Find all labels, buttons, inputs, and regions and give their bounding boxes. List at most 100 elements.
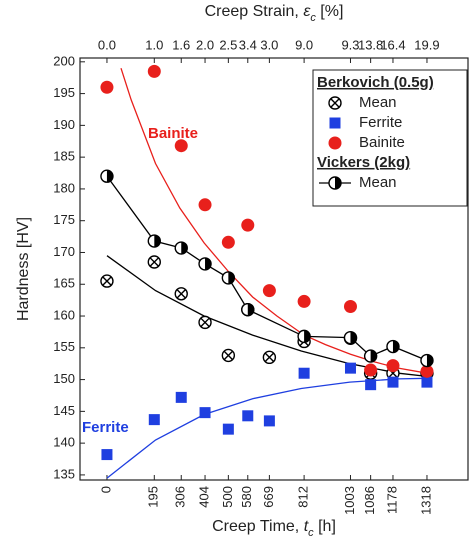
marker-square xyxy=(421,376,433,388)
marker-shape xyxy=(365,379,377,391)
marker-square xyxy=(101,449,113,461)
marker-square xyxy=(344,362,356,374)
marker-half-circle xyxy=(297,329,311,344)
annotation: Bainite xyxy=(148,125,198,142)
marker-half-circle xyxy=(386,339,400,354)
y-tick-label: 165 xyxy=(53,276,75,291)
marker-crossed-circle xyxy=(100,274,114,288)
marker-half xyxy=(304,330,311,343)
y-tick-label: 185 xyxy=(53,149,75,164)
x-tick-label: 0 xyxy=(98,486,113,493)
annotation: Ferrite xyxy=(82,419,129,436)
marker-circle xyxy=(174,139,188,153)
legend-label: Mean xyxy=(359,174,397,191)
marker-crossed-circle xyxy=(221,348,236,363)
x2-tick-label: 19.9 xyxy=(414,37,439,52)
marker-shape xyxy=(242,410,254,422)
marker-cross xyxy=(330,98,340,108)
legend-label: Mean xyxy=(359,94,397,111)
marker-circle xyxy=(297,294,311,308)
marker-crossed-circle xyxy=(147,255,161,269)
marker-half-circle xyxy=(420,353,434,368)
marker-crossed-circle xyxy=(174,287,188,301)
y-tick-label: 135 xyxy=(53,466,75,481)
marker-circle xyxy=(386,359,400,373)
legend-title: Berkovich (0.5g) xyxy=(317,74,434,91)
x2-tick-label: 3.4 xyxy=(239,37,257,52)
x2-axis-label-part: c xyxy=(310,12,316,24)
marker-shape xyxy=(364,363,378,377)
marker-half-circle xyxy=(221,271,236,285)
x-tick-label: 306 xyxy=(173,486,188,508)
marker-half-circle xyxy=(198,257,212,271)
y-tick-label: 140 xyxy=(53,435,75,450)
marker-shape xyxy=(386,359,400,373)
x2-tick-label: 3.0 xyxy=(260,37,278,52)
marker-shape xyxy=(101,449,113,461)
marker-half-circle xyxy=(147,234,161,248)
marker-half xyxy=(106,170,113,183)
marker-shape xyxy=(328,136,342,150)
marker-half-circle xyxy=(363,349,378,363)
marker-shape xyxy=(241,218,255,232)
marker-half-circle xyxy=(100,169,114,183)
x2-tick-label: 2.5 xyxy=(219,37,237,52)
marker-shape xyxy=(199,407,211,419)
marker-half xyxy=(426,354,433,367)
marker-crossed-circle xyxy=(328,96,342,110)
marker-square xyxy=(222,423,234,435)
marker-half-circle xyxy=(343,330,358,345)
x-tick-label: 1086 xyxy=(362,486,377,515)
marker-circle xyxy=(198,198,212,212)
marker-cross xyxy=(149,257,159,267)
marker-shape xyxy=(344,362,356,374)
marker-shape xyxy=(297,294,311,308)
x2-axis-label-part: [%] xyxy=(316,3,344,20)
x2-axis-label-part: Creep Strain, xyxy=(205,3,304,20)
marker-shape xyxy=(343,299,357,313)
marker-circle xyxy=(241,218,255,232)
marker-shape xyxy=(148,414,160,426)
marker-square xyxy=(242,410,254,422)
marker-half xyxy=(205,257,212,270)
marker-cross xyxy=(264,352,275,363)
x-tick-label: 1003 xyxy=(342,486,357,515)
marker-circle xyxy=(100,80,114,94)
y-tick-label: 180 xyxy=(53,180,75,195)
marker-square xyxy=(298,367,310,379)
x-tick-label: 404 xyxy=(196,486,211,508)
x-axis-label-part: t xyxy=(304,518,309,535)
marker-circle xyxy=(221,235,235,249)
marker-cross xyxy=(102,276,112,286)
x2-tick-label: 2.0 xyxy=(196,37,214,52)
marker-half-circle xyxy=(241,302,255,317)
y-tick-label: 160 xyxy=(53,307,75,322)
x-axis-label-part: Creep Time, xyxy=(212,518,304,535)
marker-shape xyxy=(198,198,212,212)
marker-half xyxy=(370,350,377,363)
x-tick-label: 812 xyxy=(296,486,311,508)
marker-cross xyxy=(223,350,234,361)
y-tick-label: 155 xyxy=(53,339,75,354)
x-tick-label: 195 xyxy=(146,486,161,508)
marker-circle xyxy=(343,299,357,313)
marker-square xyxy=(365,379,377,391)
marker-shape xyxy=(298,367,310,379)
marker-circle xyxy=(328,136,342,150)
marker-shape xyxy=(221,235,235,249)
x2-axis-label: Creep Strain, εc [%] xyxy=(205,3,344,24)
y-tick-label: 170 xyxy=(53,244,75,259)
marker-shape xyxy=(421,376,433,388)
marker-square xyxy=(263,415,275,427)
marker-shape xyxy=(329,117,341,129)
marker-cross xyxy=(200,317,210,328)
x2-tick-label: 9.0 xyxy=(295,37,313,52)
x2-tick-label: 16.4 xyxy=(380,37,405,52)
marker-crossed-circle xyxy=(262,350,277,365)
y-tick-label: 190 xyxy=(53,117,75,132)
marker-square xyxy=(148,414,160,426)
marker-shape xyxy=(100,80,114,94)
x-tick-label: 1318 xyxy=(418,486,433,515)
marker-circle xyxy=(420,364,434,378)
